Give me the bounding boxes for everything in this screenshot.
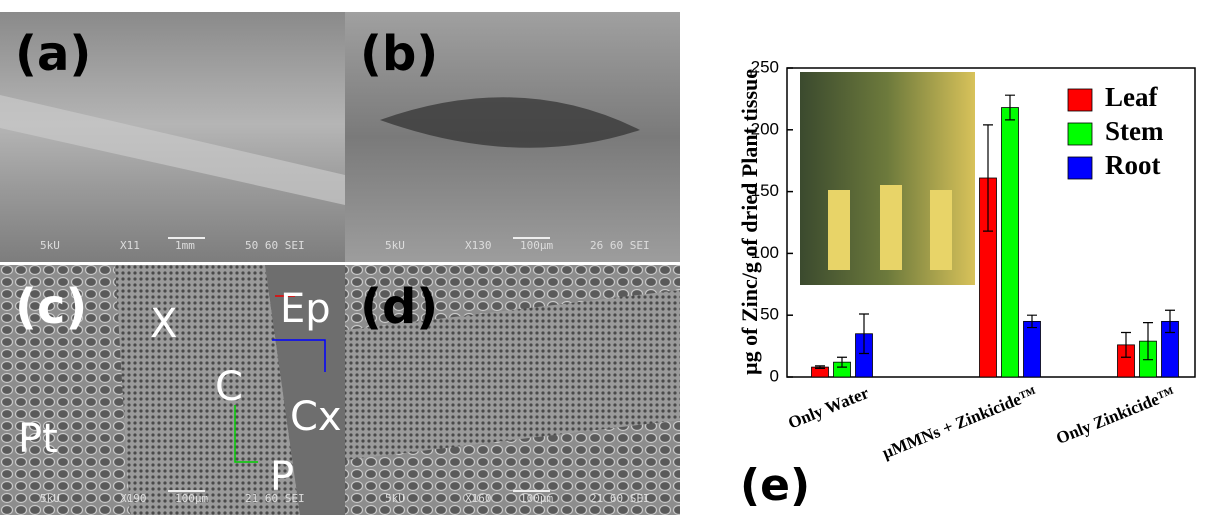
annotation: X [150, 301, 177, 347]
panel-label: (c) [15, 279, 87, 335]
sem-info: 5kU [40, 239, 60, 252]
sem-info: 100µm [520, 239, 553, 252]
legend-swatch [1068, 89, 1092, 111]
sem-info: 5kU [385, 239, 405, 252]
bar [1024, 321, 1041, 377]
bar [1002, 108, 1019, 377]
sem-info: 50 60 SEI [245, 239, 305, 252]
y-tick-label: 250 [751, 57, 779, 76]
sem-info: 1mm [175, 239, 195, 252]
y-tick-label: 50 [760, 305, 779, 324]
panel-label: (d) [360, 279, 438, 335]
sem-info: X11 [120, 239, 140, 252]
panel-label: (b) [360, 26, 438, 82]
sem-info: X190 [120, 492, 147, 505]
sem-info: 100µm [520, 492, 553, 505]
annotation: Cx [290, 394, 342, 440]
legend-label: Stem [1105, 116, 1164, 146]
y-tick-label: 150 [751, 181, 779, 200]
annotation: Pt [18, 416, 58, 462]
x-tick-label: µMMNs + Zinkicide™ [879, 383, 1039, 462]
y-tick-label: 100 [751, 243, 779, 262]
sem-info: X130 [465, 239, 492, 252]
y-axis-label: µg of Zinc/g of dried Plant tissue [737, 69, 762, 375]
legend-swatch [1068, 157, 1092, 179]
y-tick-label: 200 [751, 119, 779, 138]
y-tick-label: 0 [770, 366, 779, 385]
sem-info: X160 [465, 492, 492, 505]
legend-swatch [1068, 123, 1092, 145]
annotation: C [215, 364, 243, 410]
annotation: P [270, 454, 294, 500]
x-tick-label: Only Water [785, 383, 871, 433]
panel-label: (e) [740, 460, 810, 511]
panel-label: (a) [15, 26, 91, 82]
inset-photo [930, 190, 952, 270]
figure: (e) µg of Zinc/g of dried Plant tissue (… [0, 0, 1207, 517]
sem-info: 21 60 SEI [590, 492, 650, 505]
sem-info: 100µm [175, 492, 208, 505]
inset-photo [880, 185, 902, 270]
sem-info: 5kU [385, 492, 405, 505]
inset-photo [828, 190, 850, 270]
x-tick-label: Only Zinkicide™ [1053, 383, 1177, 448]
annotation: Ep [280, 286, 331, 332]
sem-info: 5kU [40, 492, 60, 505]
legend-label: Root [1105, 150, 1161, 180]
sem-info: 26 60 SEI [590, 239, 650, 252]
legend-label: Leaf [1105, 82, 1158, 112]
